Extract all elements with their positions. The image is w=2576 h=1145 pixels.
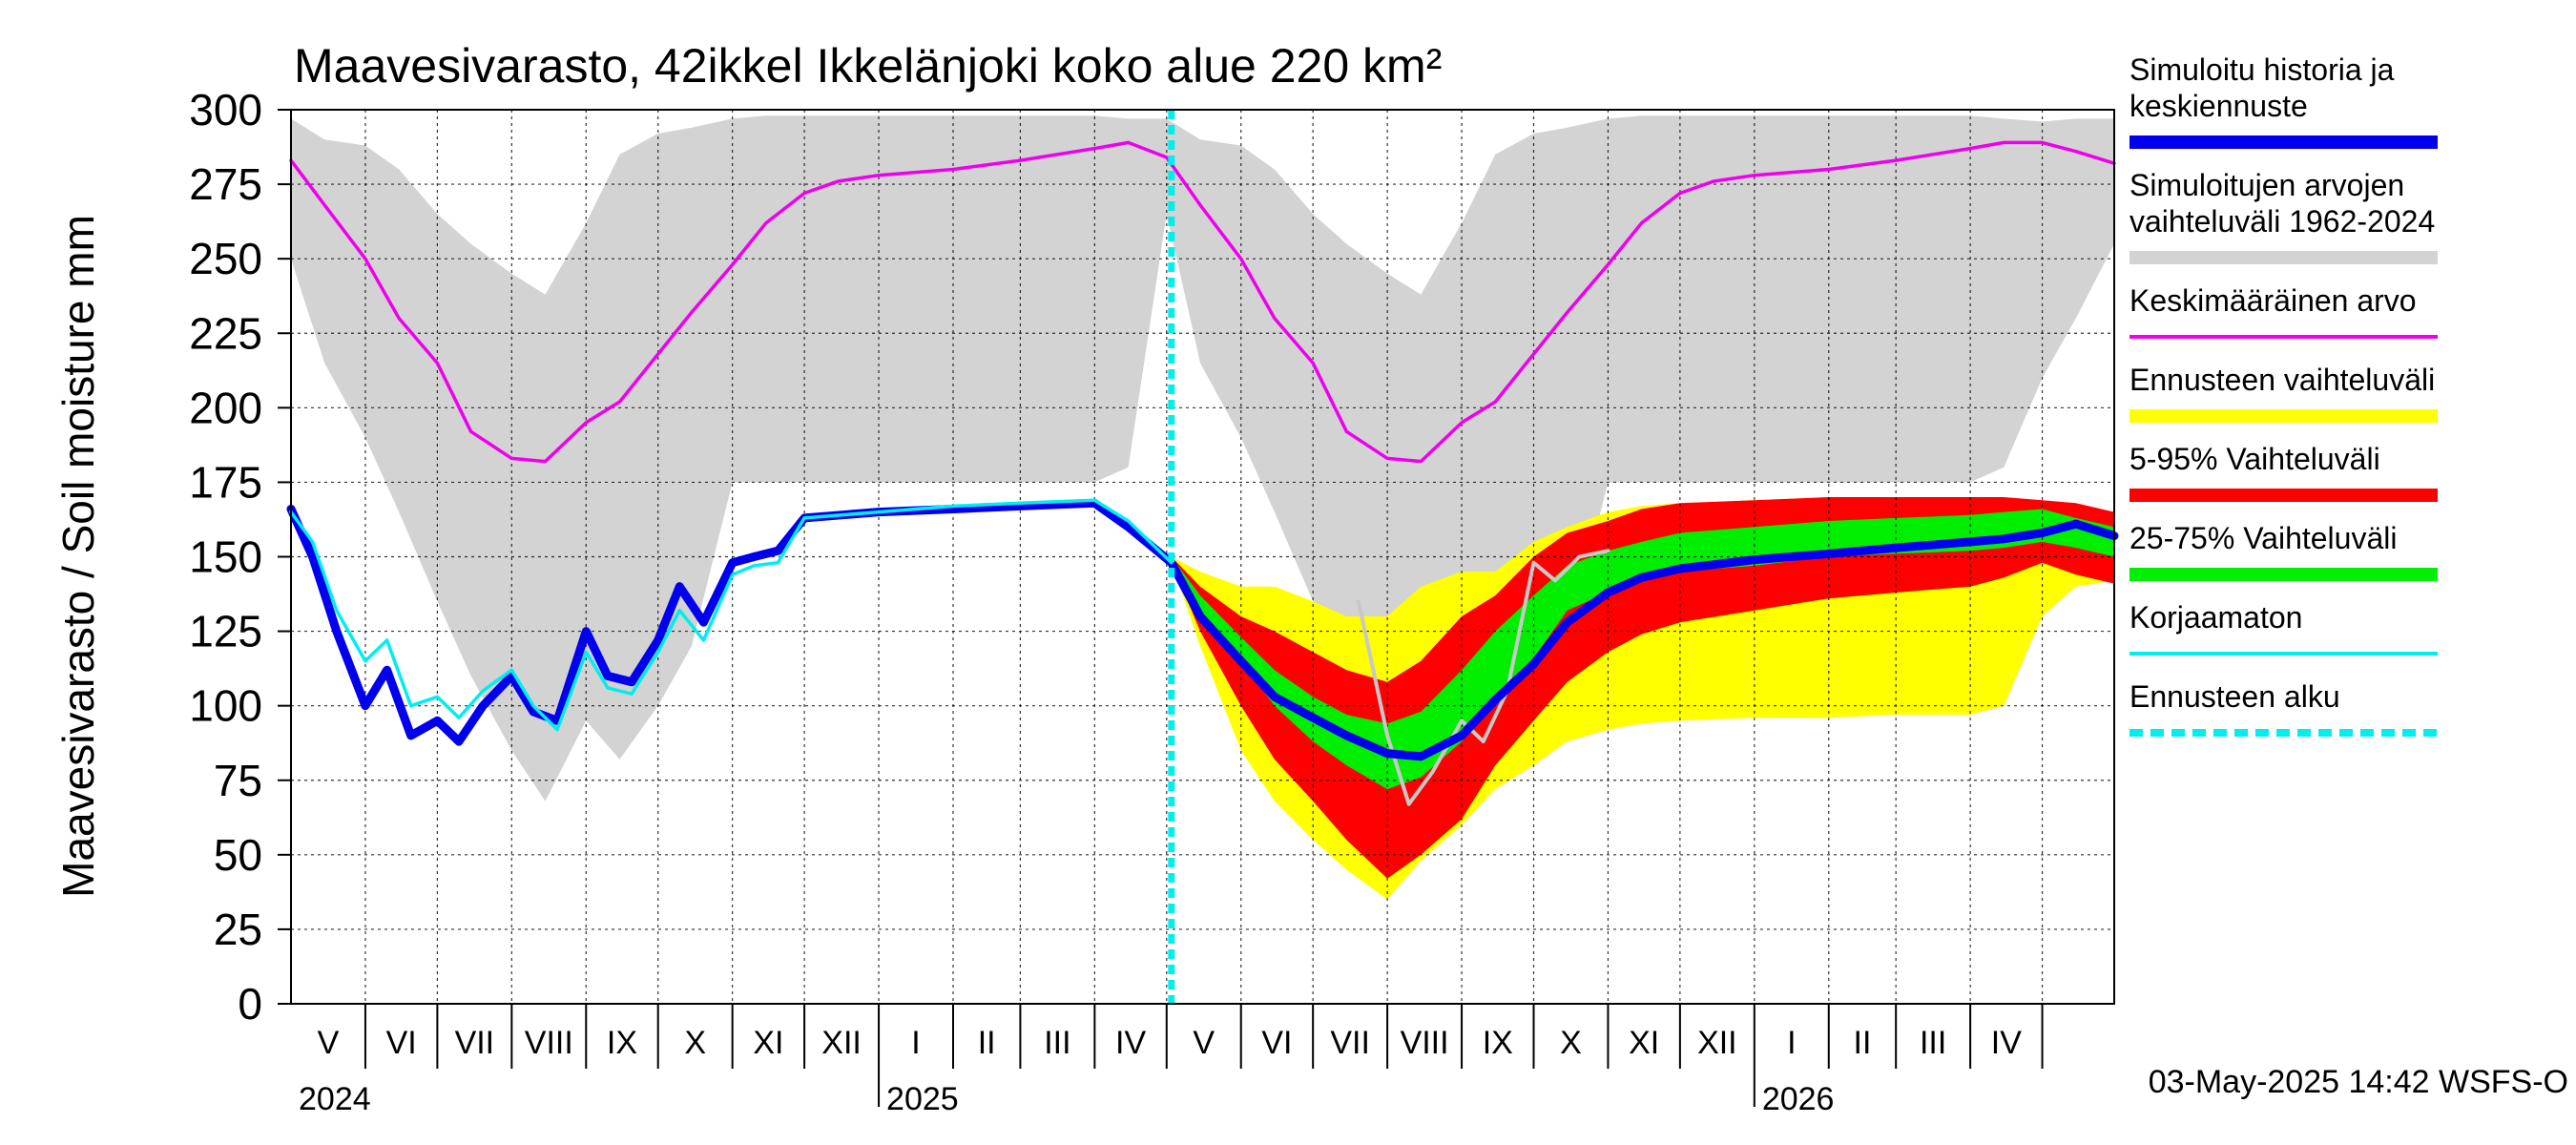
line-keskim-r-inen-arvo (289, 140, 2116, 464)
legend-label: Korjaamaton (2129, 600, 2302, 635)
month-label: V (1193, 1025, 1215, 1061)
y-tick-label: 125 (189, 607, 262, 656)
band-simuloitujen-arvojen-vaihteluv-li-1962-2024 (291, 115, 2114, 802)
legend-label: 25-75% Vaihteluväli (2129, 521, 2397, 555)
month-label: XII (821, 1025, 862, 1061)
y-tick-label: 100 (189, 681, 262, 731)
month-label: X (1560, 1025, 1582, 1061)
year-label: 2025 (886, 1081, 959, 1117)
month-label: VIII (1401, 1025, 1449, 1061)
month-label: V (318, 1025, 340, 1061)
y-tick-label: 50 (214, 830, 262, 880)
month-label: VI (386, 1025, 417, 1061)
year-label: 2026 (1762, 1081, 1835, 1117)
y-tick-label: 250 (189, 234, 262, 283)
line-simuloitu-historia-ja-keskiennuste (286, 498, 2119, 761)
month-label: VIII (525, 1025, 573, 1061)
month-label: I (1787, 1025, 1796, 1061)
y-tick-label: 300 (189, 85, 262, 135)
chart-title: Maavesivarasto, 42ikkel Ikkelänjoki koko… (294, 39, 1442, 93)
x-axis: V VI VII VIII IX X XI XII I II III IV V VI VII VIII IX X X… (299, 1004, 2044, 1117)
month-label: VI (1261, 1025, 1292, 1061)
timestamp: 03-May-2025 14:42 WSFS-O (2149, 1064, 2568, 1100)
month-label: XII (1697, 1025, 1737, 1061)
y-tick-label: 150 (189, 532, 262, 582)
month-label: VII (455, 1025, 495, 1061)
y-tick-label: 75 (214, 756, 262, 805)
legend-label: Simuloitu historia ja (2129, 52, 2395, 87)
legend-label: Ennusteen vaihteluväli (2129, 363, 2435, 397)
month-label: I (911, 1025, 920, 1061)
month-label: XI (1629, 1025, 1659, 1061)
legend-label: Keskimääräinen arvo (2129, 283, 2417, 318)
y-tick-label: 225 (189, 308, 262, 358)
year-label: 2024 (299, 1081, 371, 1117)
month-label: VII (1330, 1025, 1370, 1061)
y-tick-label: 175 (189, 457, 262, 507)
legend-label: vaihteluväli 1962-2024 (2129, 204, 2435, 239)
month-label: XI (753, 1025, 783, 1061)
month-label: IX (607, 1025, 637, 1061)
month-label: II (978, 1025, 996, 1061)
line-unnamed (1356, 549, 1610, 806)
legend-label: Ennusteen alku (2129, 679, 2340, 714)
band-25-75-vaihteluv-li (1171, 509, 2114, 790)
y-tick-label: 200 (189, 383, 262, 432)
month-label: IX (1483, 1025, 1513, 1061)
y-tick-label: 25 (214, 905, 262, 954)
month-label: IV (1991, 1025, 2022, 1061)
legend-label: keskiennuste (2129, 89, 2308, 123)
series-lines (286, 140, 2119, 806)
month-label: X (684, 1025, 706, 1061)
line-korjaamaton (289, 498, 1174, 732)
month-label: III (1920, 1025, 1946, 1061)
y-tick-label: 275 (189, 159, 262, 209)
band-5-95-vaihteluv-li (1171, 497, 2114, 879)
month-label: II (1854, 1025, 1872, 1061)
y-tick-label: 0 (238, 979, 262, 1029)
y-axis: 0 25 50 75 100 125 150 175 200 225 250 275 300 (189, 85, 291, 1029)
month-label: IV (1115, 1025, 1146, 1061)
legend-label: Simuloitujen arvojen (2129, 168, 2404, 202)
y-axis-label: Maavesivarasto / Soil moisture mm (53, 215, 103, 898)
month-label: III (1044, 1025, 1070, 1061)
legend-label: 5-95% Vaihteluväli (2129, 442, 2380, 476)
